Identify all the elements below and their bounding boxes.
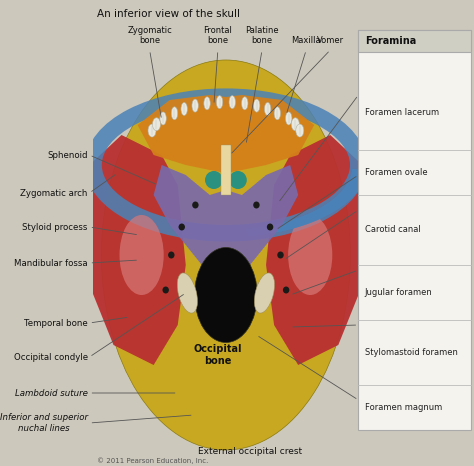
Ellipse shape	[153, 118, 161, 131]
Ellipse shape	[277, 252, 284, 259]
Polygon shape	[154, 165, 298, 280]
Ellipse shape	[195, 247, 257, 343]
Ellipse shape	[179, 224, 185, 231]
Text: Mandibular fossa: Mandibular fossa	[14, 259, 88, 267]
Text: Foramen magnum: Foramen magnum	[365, 403, 442, 412]
Text: Palatine
bone: Palatine bone	[245, 26, 279, 45]
Bar	[221, 145, 231, 195]
Text: © 2011 Pearson Education, Inc.: © 2011 Pearson Education, Inc.	[97, 458, 208, 464]
Ellipse shape	[171, 107, 178, 120]
Bar	[358, 30, 471, 430]
Text: Foramen ovale: Foramen ovale	[365, 168, 428, 177]
Text: Occipital condyle: Occipital condyle	[14, 352, 88, 362]
Text: An inferior view of the skull: An inferior view of the skull	[98, 9, 240, 19]
Ellipse shape	[163, 287, 169, 294]
Ellipse shape	[119, 215, 164, 295]
Ellipse shape	[101, 60, 350, 450]
Ellipse shape	[253, 201, 260, 208]
Ellipse shape	[283, 287, 289, 294]
Ellipse shape	[296, 124, 304, 137]
Text: Frontal
bone: Frontal bone	[203, 26, 232, 45]
Ellipse shape	[264, 103, 271, 116]
Bar	[358, 30, 471, 52]
Text: Inferior and superior
nuchal lines: Inferior and superior nuchal lines	[0, 413, 88, 433]
Ellipse shape	[255, 273, 274, 313]
Text: Vomer: Vomer	[317, 36, 344, 45]
Polygon shape	[266, 135, 366, 365]
Ellipse shape	[274, 107, 281, 120]
Ellipse shape	[168, 252, 174, 259]
Text: Occipital
bone: Occipital bone	[193, 344, 242, 366]
Text: Temporal bone: Temporal bone	[24, 318, 88, 328]
Ellipse shape	[177, 273, 198, 313]
Ellipse shape	[216, 96, 223, 109]
Text: Carotid canal: Carotid canal	[365, 226, 420, 234]
Ellipse shape	[160, 112, 166, 125]
Text: Stylomastoid foramen: Stylomastoid foramen	[365, 348, 458, 357]
Text: Zygomatic arch: Zygomatic arch	[20, 189, 88, 198]
Ellipse shape	[229, 96, 236, 109]
Text: Sphenoid: Sphenoid	[47, 151, 88, 159]
Ellipse shape	[292, 118, 300, 131]
Ellipse shape	[192, 99, 198, 112]
Text: External occipital crest: External occipital crest	[198, 447, 302, 457]
Text: Styloid process: Styloid process	[22, 222, 88, 232]
Text: Jugular foramen: Jugular foramen	[365, 288, 433, 297]
Ellipse shape	[148, 124, 156, 137]
Ellipse shape	[181, 103, 187, 116]
Ellipse shape	[205, 171, 223, 189]
Ellipse shape	[254, 99, 260, 112]
Ellipse shape	[242, 97, 248, 110]
Text: Maxilla: Maxilla	[292, 36, 321, 45]
Ellipse shape	[267, 224, 273, 231]
Polygon shape	[137, 95, 314, 173]
Ellipse shape	[192, 201, 199, 208]
Ellipse shape	[229, 171, 247, 189]
Ellipse shape	[288, 215, 332, 295]
Text: Foramen lacerum: Foramen lacerum	[365, 108, 439, 117]
Ellipse shape	[285, 112, 292, 125]
Polygon shape	[85, 135, 186, 365]
Ellipse shape	[204, 97, 210, 110]
Text: Zygomatic
bone: Zygomatic bone	[127, 26, 172, 45]
Text: Lambdoid suture: Lambdoid suture	[15, 389, 88, 397]
Text: Foramina: Foramina	[365, 36, 416, 46]
